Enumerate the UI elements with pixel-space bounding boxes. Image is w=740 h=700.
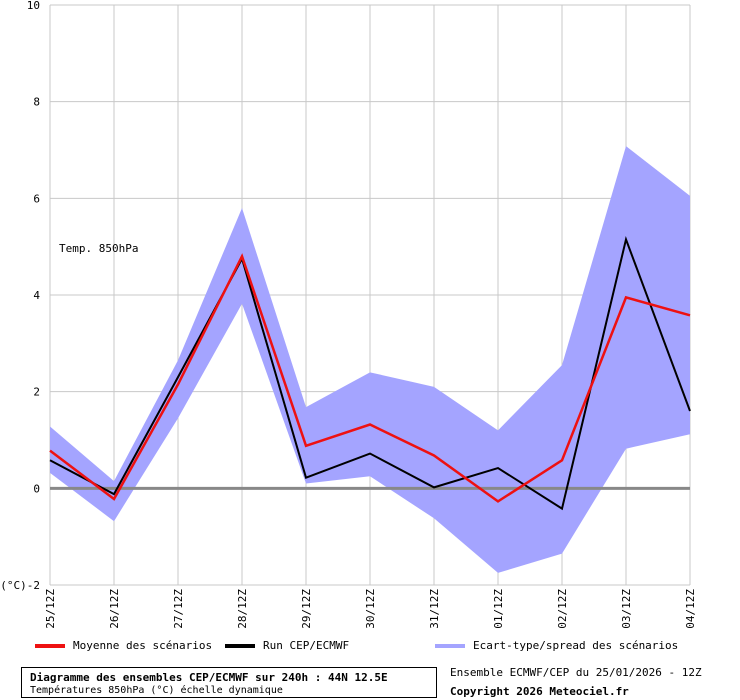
x-tick-label: 27/12Z bbox=[172, 589, 185, 629]
footer-title-box: Diagramme des ensembles CEP/ECMWF sur 24… bbox=[21, 667, 437, 698]
x-tick-label: 26/12Z bbox=[108, 589, 121, 629]
x-tick-label: 29/12Z bbox=[300, 589, 313, 629]
legend-label-spread: Ecart-type/spread des scénarios bbox=[473, 639, 679, 652]
x-tick-label: 31/12Z bbox=[428, 589, 441, 629]
y-tick-label: (°C)-2 bbox=[0, 579, 40, 592]
legend-item-mean: Moyenne des scénarios bbox=[35, 639, 212, 652]
x-tick-label: 01/12Z bbox=[492, 589, 505, 629]
series-layer bbox=[49, 235, 691, 511]
footer-title: Diagramme des ensembles CEP/ECMWF sur 24… bbox=[30, 671, 388, 684]
legend-label-run: Run CEP/ECMWF bbox=[263, 639, 350, 652]
y-tick-label: 6 bbox=[33, 192, 40, 205]
y-tick-label: 8 bbox=[33, 96, 40, 109]
x-tick-label: 30/12Z bbox=[364, 589, 377, 629]
axis-ticks: 10 8 6 4 2 0 (°C)-2 25/12Z 26/12Z 27/12Z 28/12Z 29/… bbox=[0, 0, 697, 629]
y-tick-label: 10 bbox=[27, 0, 40, 12]
x-tick-label: 03/12Z bbox=[620, 589, 633, 629]
x-tick-label: 02/12Z bbox=[556, 589, 569, 629]
chart-annotation: Temp. 850hPa bbox=[59, 242, 138, 255]
footer-run-info: Ensemble ECMWF/CEP du 25/01/2026 - 12Z bbox=[450, 666, 702, 679]
footer-info: Ensemble ECMWF/CEP du 25/01/2026 - 12Z C… bbox=[450, 666, 735, 700]
legend-swatch-spread bbox=[435, 643, 465, 648]
legend-label-mean: Moyenne des scénarios bbox=[73, 639, 213, 652]
x-tick-label: 04/12Z bbox=[684, 589, 697, 629]
footer-subtitle: Températures 850hPa (°C) échelle dynamiq… bbox=[30, 685, 283, 696]
legend: Moyenne des scénarios Run CEP/ECMWF Ecar… bbox=[0, 639, 740, 657]
spread-layer bbox=[50, 146, 690, 573]
legend-item-spread: Ecart-type/spread des scénarios bbox=[435, 639, 678, 652]
legend-item-run: Run CEP/ECMWF bbox=[225, 639, 349, 652]
series-line-run bbox=[49, 235, 691, 511]
legend-swatch-mean bbox=[35, 643, 65, 648]
legend-swatch-run bbox=[225, 643, 255, 648]
y-tick-label: 0 bbox=[33, 482, 40, 495]
x-tick-label: 28/12Z bbox=[236, 589, 249, 629]
x-tick-label: 25/12Z bbox=[44, 589, 57, 629]
series-line-mean bbox=[49, 253, 691, 503]
footer-copyright: Copyright 2026 Meteociel.fr bbox=[450, 685, 629, 698]
spread-band bbox=[50, 146, 690, 573]
ensemble-chart: 10 8 6 4 2 0 (°C)-2 25/12Z 26/12Z 27/12Z 28/12Z 29/… bbox=[0, 0, 697, 629]
y-tick-label: 2 bbox=[33, 386, 40, 399]
y-tick-label: 4 bbox=[33, 289, 40, 302]
